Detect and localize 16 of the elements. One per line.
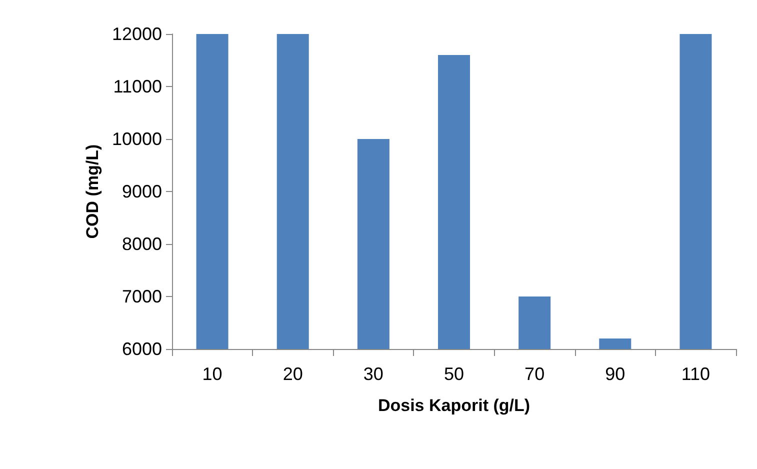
y-tick-label: 9000 — [122, 182, 162, 202]
x-tick-label: 20 — [282, 364, 303, 384]
x-axis-title: Dosis Kaporit (g/L) — [378, 396, 530, 415]
x-tick-label: 10 — [202, 364, 222, 384]
y-tick-label: 6000 — [122, 339, 162, 359]
x-tick-label: 70 — [524, 364, 545, 384]
x-tick-label: 90 — [605, 364, 626, 384]
x-tick-label: 30 — [363, 364, 384, 384]
x-tick-label: 50 — [444, 364, 464, 384]
y-tick-label: 8000 — [122, 234, 162, 254]
y-tick-label: 11000 — [113, 76, 162, 96]
y-tick-label: 12000 — [112, 24, 162, 44]
y-axis-title: COD (mg/L) — [83, 144, 102, 239]
y-tick-label: 10000 — [112, 129, 162, 149]
x-tick-label: 110 — [681, 364, 710, 384]
y-tick-label: 7000 — [122, 286, 162, 306]
